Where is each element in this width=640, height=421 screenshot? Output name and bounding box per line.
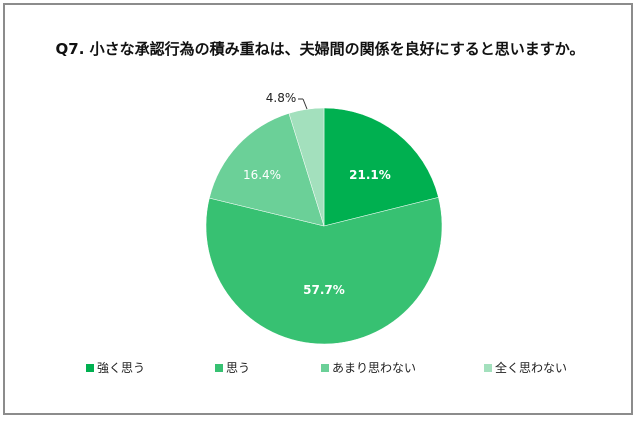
slice-strongly-agree (323, 107, 439, 227)
slice-agree (205, 197, 443, 345)
legend-swatch-icon (484, 363, 492, 372)
chart-title: Q7. 小さな承認行為の積み重ねは、夫婦間の関係を良好にすると思いますか。 (55, 40, 585, 58)
leader-line-4-8-diag (302, 98, 308, 110)
slice-strongly-disagree (288, 107, 325, 227)
legend-label: 強く思う (97, 361, 146, 375)
legend-item-somewhat-disagree: あまり思わない (321, 359, 416, 376)
legend-label: あまり思わない (332, 361, 417, 375)
legend-label: 全く思わない (495, 361, 568, 375)
legend-item-agree: 思う (215, 359, 250, 376)
legend-item-strongly-disagree: 全く思わない (484, 359, 567, 376)
slice-somewhat-disagree (209, 113, 325, 227)
legend-swatch-icon (215, 363, 223, 372)
legend-swatch-icon (86, 363, 94, 372)
slice-label-strongly-disagree: 4.8% (266, 91, 297, 105)
legend-swatch-icon (321, 363, 329, 372)
legend-item-strongly-agree: 強く思う (86, 359, 145, 376)
legend-label: 思う (226, 361, 251, 375)
pie-slices (205, 107, 443, 345)
slice-label-somewhat-disagree: 16.4% (243, 168, 281, 182)
slice-label-agree: 57.7% (303, 283, 345, 297)
chart-legend: 強く思う 思う あまり思わない 全く思わない (0, 359, 640, 377)
slice-label-strongly-agree: 21.1% (349, 168, 391, 182)
